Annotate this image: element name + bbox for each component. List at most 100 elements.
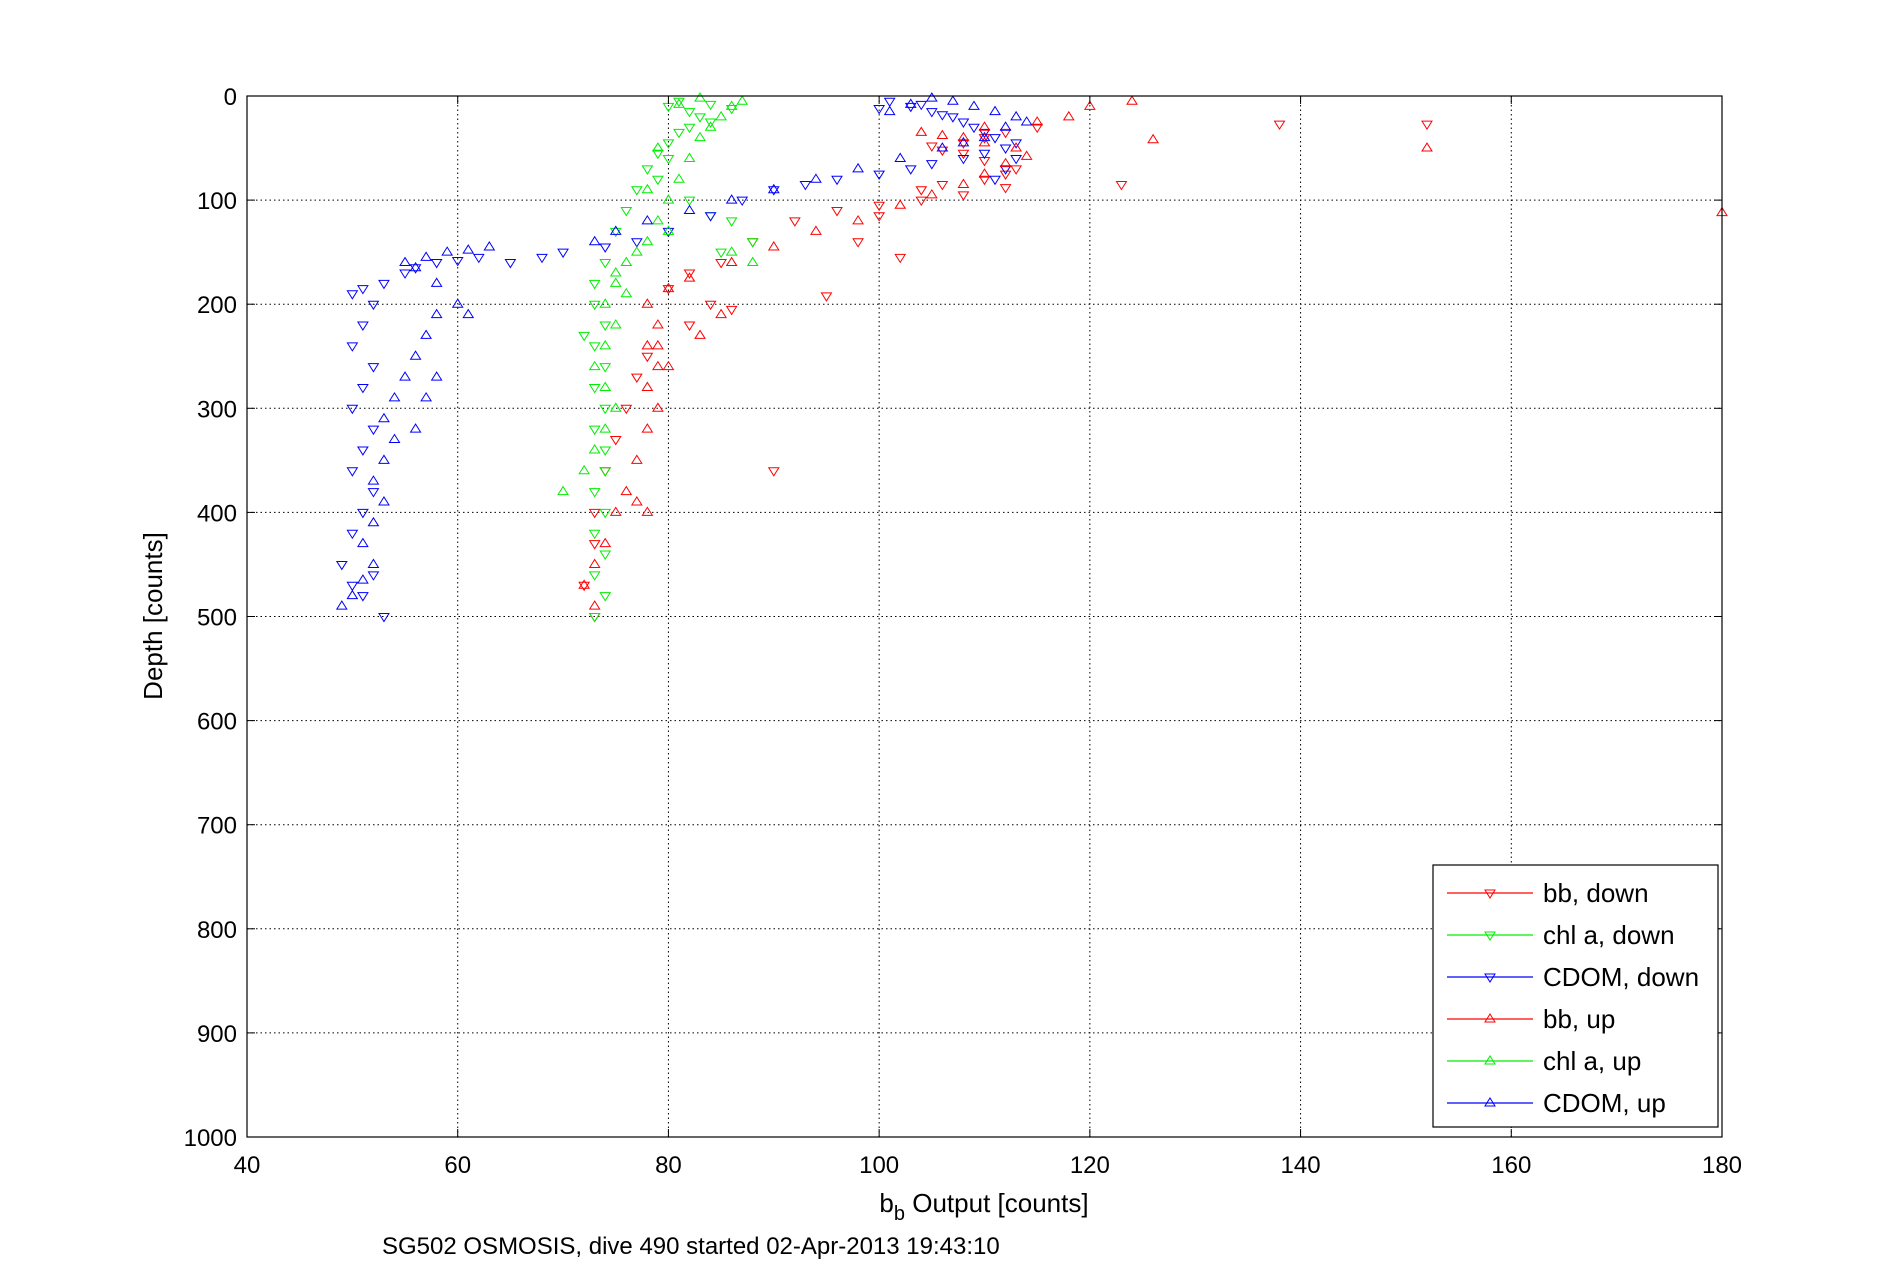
data-point: [356, 383, 369, 394]
legend-marker: [1484, 1097, 1496, 1107]
data-point: [767, 183, 780, 194]
data-point: [588, 600, 601, 610]
data-point: [599, 363, 612, 373]
series-2: [335, 97, 1023, 623]
data-point: [1010, 142, 1023, 152]
series-0: [578, 120, 1433, 623]
data-point: [620, 485, 633, 496]
data-point: [588, 360, 601, 371]
x-tick-label: 60: [444, 1152, 471, 1179]
data-point: [462, 308, 475, 319]
x-tick-label: 80: [655, 1152, 682, 1179]
legend-label: bb, up: [1543, 1004, 1615, 1034]
data-point: [673, 97, 685, 108]
data-point: [715, 248, 728, 259]
data-point: [651, 214, 664, 225]
data-point: [430, 308, 443, 319]
y-tick-label: 100: [197, 188, 237, 215]
series-3: [578, 95, 1728, 610]
data-point: [694, 329, 706, 339]
data-point: [609, 506, 622, 516]
data-point: [588, 443, 601, 454]
data-point: [1020, 116, 1033, 126]
x-axis: 40 60 80 100 120 140 160 180: [234, 96, 1742, 1179]
data-point: [346, 589, 359, 600]
x-tick-label: 160: [1491, 1152, 1531, 1179]
data-point: [472, 253, 485, 264]
data-point: [704, 121, 717, 131]
data-point: [630, 454, 643, 464]
data-point: [641, 235, 654, 246]
y-tick-label: 600: [197, 709, 237, 736]
data-point: [683, 196, 696, 207]
data-point: [788, 217, 801, 227]
data-point: [662, 139, 675, 149]
data-point: [725, 246, 738, 256]
series-5: [335, 92, 1033, 610]
data-point: [588, 235, 601, 246]
data-point: [609, 227, 622, 238]
data-point: [978, 128, 991, 139]
data-point: [1020, 150, 1033, 160]
data-point: [588, 488, 601, 498]
data-point: [599, 381, 612, 391]
data-point: [968, 100, 980, 110]
data-point: [578, 464, 591, 475]
data-point: [725, 194, 738, 204]
data-point: [588, 342, 601, 352]
data-point: [725, 217, 738, 227]
data-point: [999, 157, 1012, 168]
y-tick-label: 300: [197, 396, 237, 423]
data-point: [999, 128, 1012, 139]
data-point: [620, 256, 633, 267]
data-point: [504, 259, 517, 269]
data-point: [420, 329, 433, 339]
data-point: [704, 118, 717, 128]
data-point: [1273, 120, 1286, 131]
data-point: [420, 391, 433, 402]
x-tick-label: 180: [1702, 1152, 1742, 1179]
data-point: [346, 529, 359, 540]
data-point: [999, 144, 1012, 154]
data-point: [673, 173, 685, 183]
data-point: [367, 571, 380, 581]
y-tick-label: 800: [197, 917, 237, 944]
data-point: [968, 123, 980, 134]
data-point: [725, 305, 738, 316]
data-point: [399, 269, 411, 279]
data-point: [483, 241, 496, 251]
x-tick-label: 120: [1070, 1152, 1110, 1179]
data-point: [367, 425, 380, 436]
data-point: [609, 436, 622, 446]
data-point: [715, 259, 728, 269]
data-point: [609, 225, 622, 235]
data-point: [683, 152, 696, 162]
data-point: [1421, 120, 1433, 131]
data-point: [831, 207, 843, 217]
legend-marker: [1484, 1013, 1496, 1023]
data-point: [557, 248, 569, 259]
data-point: [957, 139, 970, 149]
data-point: [999, 121, 1012, 131]
data-point: [683, 108, 696, 118]
series-4: [557, 92, 759, 496]
data-point: [704, 300, 717, 311]
data-point: [578, 581, 591, 592]
series-1: [578, 97, 759, 623]
data-point: [662, 282, 675, 293]
data-point: [1421, 142, 1433, 152]
data-point: [557, 485, 569, 496]
data-point: [736, 196, 749, 207]
data-point: [715, 308, 728, 319]
data-point: [694, 92, 706, 102]
data-point: [578, 579, 591, 589]
data-point: [588, 508, 601, 519]
data-point: [704, 212, 717, 222]
data-point: [820, 292, 833, 302]
y-axis-label: Depth [counts]: [138, 532, 168, 700]
data-point: [378, 613, 390, 623]
data-point: [356, 285, 369, 295]
y-tick-label: 200: [197, 292, 237, 319]
data-point: [588, 529, 601, 540]
